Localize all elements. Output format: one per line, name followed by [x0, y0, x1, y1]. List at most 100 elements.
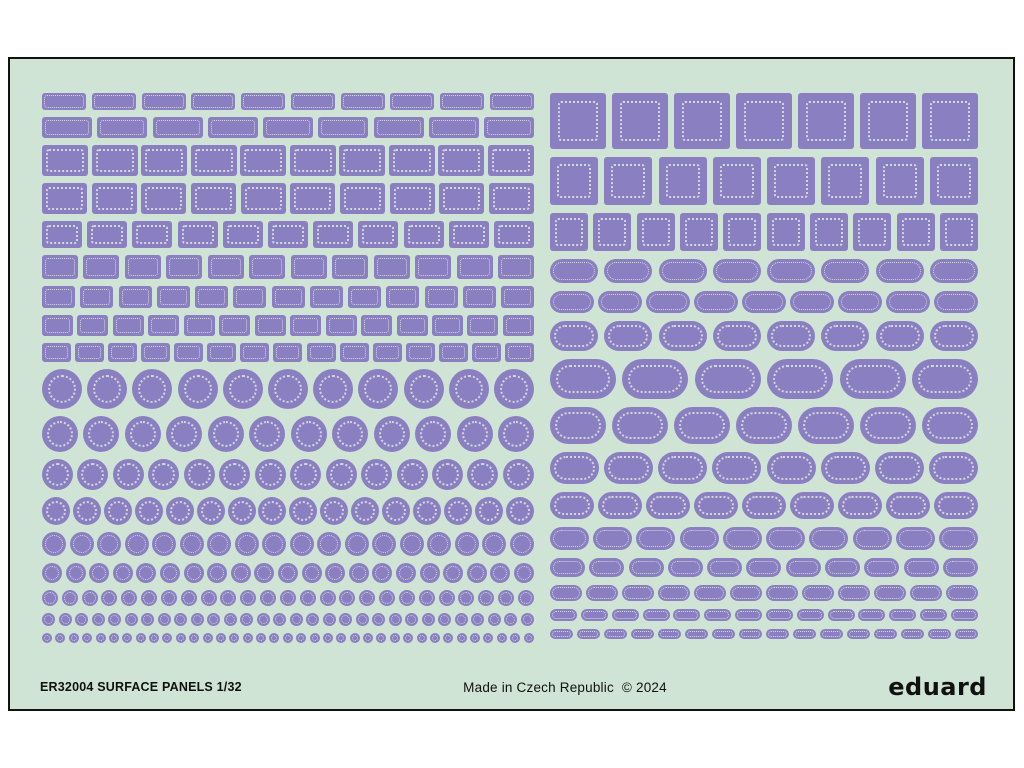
- panel-pill: [820, 452, 870, 484]
- panel-circle: [240, 590, 257, 606]
- panel-circle: [190, 613, 204, 626]
- rivet-dots: [829, 611, 853, 619]
- panel-circle: [279, 590, 296, 606]
- panel-pill: [765, 609, 793, 621]
- rivet-dots: [714, 631, 733, 637]
- panel-circle: [108, 613, 122, 626]
- panel-circle: [289, 497, 318, 525]
- panel-rect: [42, 315, 73, 336]
- rivet-dots: [845, 365, 900, 393]
- panel-circle: [438, 613, 452, 626]
- panel-pill: [920, 609, 948, 621]
- panel-rect: [389, 183, 435, 214]
- panel-rect: [42, 343, 71, 362]
- panel-row: [550, 585, 978, 601]
- panel-circle: [336, 633, 347, 643]
- rivet-dots: [258, 615, 268, 624]
- panel-pill: [825, 558, 861, 577]
- panel-circle: [136, 563, 157, 583]
- rivet-dots: [357, 615, 367, 624]
- rivet-dots: [773, 365, 828, 393]
- panel-square: [674, 93, 730, 149]
- panel-circle: [202, 633, 213, 643]
- rivet-dots: [364, 375, 393, 403]
- rivet-dots: [552, 587, 580, 599]
- panel-rect: [373, 255, 410, 279]
- panel-pill: [886, 492, 930, 519]
- panel-rect: [77, 315, 109, 336]
- panel-rect: [271, 286, 305, 308]
- rivet-dots: [512, 635, 519, 641]
- rivet-dots: [187, 463, 211, 486]
- panel-rect: [249, 255, 286, 279]
- rivet-dots: [650, 496, 686, 515]
- rivet-dots: [293, 149, 332, 172]
- panel-rect: [504, 343, 534, 362]
- panel-circle: [223, 613, 237, 626]
- panel-square: [723, 213, 762, 251]
- panel-pill: [735, 609, 763, 621]
- panel-circle: [262, 532, 287, 556]
- panel-circle: [148, 459, 180, 490]
- panel-pill: [667, 558, 703, 577]
- rivet-dots: [293, 318, 319, 333]
- rivet-dots: [293, 501, 314, 521]
- panel-pill: [942, 558, 978, 577]
- rivet-dots: [458, 635, 465, 641]
- rivet-dots: [402, 535, 421, 553]
- rivet-dots: [46, 463, 69, 486]
- panel-square: [875, 157, 924, 205]
- panel-pill: [821, 321, 870, 351]
- panel-pill: [730, 585, 762, 601]
- rivet-dots: [321, 120, 366, 135]
- rivet-dots: [889, 294, 927, 310]
- panel-pill: [658, 452, 708, 484]
- panel-pill: [550, 359, 616, 399]
- panel-row: [42, 369, 534, 409]
- rivet-dots: [749, 561, 779, 574]
- rivet-dots: [210, 346, 234, 359]
- rivet-dots: [601, 294, 639, 310]
- rivet-dots: [162, 566, 177, 580]
- rivet-dots: [46, 149, 84, 172]
- rivet-dots: [917, 365, 972, 393]
- panel-circle: [405, 613, 419, 626]
- panel-row: [42, 286, 534, 308]
- rivet-dots: [271, 225, 304, 244]
- panel-circle: [282, 633, 293, 643]
- panel-circle: [382, 497, 411, 525]
- rivet-dots: [620, 101, 660, 141]
- rivet-dots: [420, 592, 433, 604]
- panel-circle: [497, 416, 534, 452]
- panel-circle: [373, 416, 410, 452]
- rivet-dots: [337, 421, 364, 447]
- rivet-dots: [212, 421, 239, 447]
- panel-circle: [319, 590, 336, 606]
- panel-pill: [934, 492, 978, 519]
- rivet-dots: [284, 635, 291, 641]
- panel-circle: [493, 369, 534, 409]
- panel-square: [766, 213, 805, 251]
- rivet-dots: [499, 375, 528, 403]
- panel-square: [593, 213, 632, 251]
- panel-circle: [219, 459, 251, 490]
- panel-circle: [124, 532, 149, 556]
- panel-square: [679, 213, 718, 251]
- rivet-dots: [107, 501, 128, 521]
- panel-rect: [267, 221, 308, 248]
- panel-rect: [386, 286, 420, 308]
- panel-circle: [348, 563, 369, 583]
- rivet-dots: [639, 530, 673, 547]
- rivet-dots: [257, 318, 283, 333]
- rivet-dots: [706, 611, 730, 619]
- panel-rect: [489, 93, 534, 110]
- panel-pill: [694, 359, 761, 399]
- panel-circle: [379, 590, 396, 606]
- panel-circle: [301, 563, 322, 583]
- panel-pill: [707, 558, 743, 577]
- panel-row: [42, 255, 534, 279]
- rivet-dots: [364, 318, 390, 333]
- panel-circle: [517, 590, 534, 606]
- panel-rect: [42, 183, 87, 214]
- panel-rect: [290, 255, 327, 279]
